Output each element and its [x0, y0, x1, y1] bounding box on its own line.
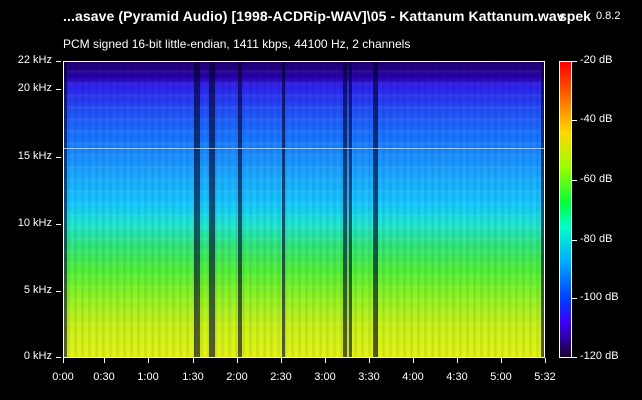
spectrogram-image [64, 62, 544, 357]
time-label: 4:00 [402, 371, 424, 383]
spectrogram-high-frequency-band [64, 62, 544, 132]
frequency-tick [56, 61, 61, 62]
db-color-scale [559, 61, 572, 358]
time-tick [63, 358, 64, 363]
time-label: 5:00 [490, 371, 512, 383]
time-tick [281, 358, 282, 363]
frequency-tick [56, 291, 61, 292]
frequency-label: 0 kHz [23, 350, 52, 362]
frequency-tick [56, 157, 61, 158]
frequency-label: 10 kHz [17, 217, 52, 229]
spectrogram-gap [64, 62, 67, 357]
db-tick [572, 180, 577, 181]
db-label: -20 dB [580, 54, 613, 66]
time-label: 1:00 [137, 371, 159, 383]
time-tick [325, 358, 326, 363]
spectrogram-gap [373, 62, 378, 357]
time-label: 0:00 [52, 371, 74, 383]
time-label: 3:00 [314, 371, 336, 383]
time-label: 5:32 [534, 371, 556, 383]
file-title: ...asave (Pyramid Audio) [1998-ACDRip-WA… [63, 8, 565, 24]
time-tick [501, 358, 502, 363]
time-tick [545, 358, 546, 363]
db-label: -100 dB [580, 291, 619, 303]
frequency-label: 5 kHz [23, 284, 52, 296]
time-label: 2:30 [270, 371, 292, 383]
frequency-label: 22 kHz [17, 54, 52, 66]
frequency-label: 15 kHz [17, 150, 52, 162]
time-label: 1:30 [182, 371, 204, 383]
db-tick [572, 357, 577, 358]
spectrogram-gap [343, 62, 347, 357]
app-name: spek [559, 8, 591, 24]
db-label: -40 dB [580, 113, 613, 125]
frequency-label: 20 kHz [17, 82, 52, 94]
time-label: 0:30 [93, 371, 115, 383]
time-tick [193, 358, 194, 363]
spectrogram-texture [64, 62, 544, 357]
spectrogram-gap [209, 62, 215, 357]
spectrogram-gap [238, 62, 242, 357]
db-tick [572, 298, 577, 299]
db-tick [572, 240, 577, 241]
time-tick [369, 358, 370, 363]
time-label: 4:30 [446, 371, 468, 383]
db-tick [572, 120, 577, 121]
app-version: 0.8.2 [596, 10, 621, 22]
db-label: -80 dB [580, 233, 613, 245]
spectrogram [63, 61, 545, 358]
audio-format-info: PCM signed 16-bit little-endian, 1411 kb… [63, 37, 411, 51]
spectrogram-gap [194, 62, 200, 357]
spectrogram-gap [541, 62, 544, 357]
db-label: -60 dB [580, 173, 613, 185]
db-label: -120 dB [580, 350, 619, 362]
time-tick [104, 358, 105, 363]
time-tick [148, 358, 149, 363]
spectrogram-cutoff-line [64, 148, 544, 149]
time-label: 3:30 [358, 371, 380, 383]
time-tick [457, 358, 458, 363]
frequency-tick [56, 224, 61, 225]
spectrogram-gap [282, 62, 285, 357]
spectrogram-gap [349, 62, 352, 357]
time-tick [413, 358, 414, 363]
time-tick [237, 358, 238, 363]
frequency-tick [56, 357, 61, 358]
time-label: 2:00 [226, 371, 248, 383]
frequency-tick [56, 89, 61, 90]
db-tick [572, 61, 577, 62]
